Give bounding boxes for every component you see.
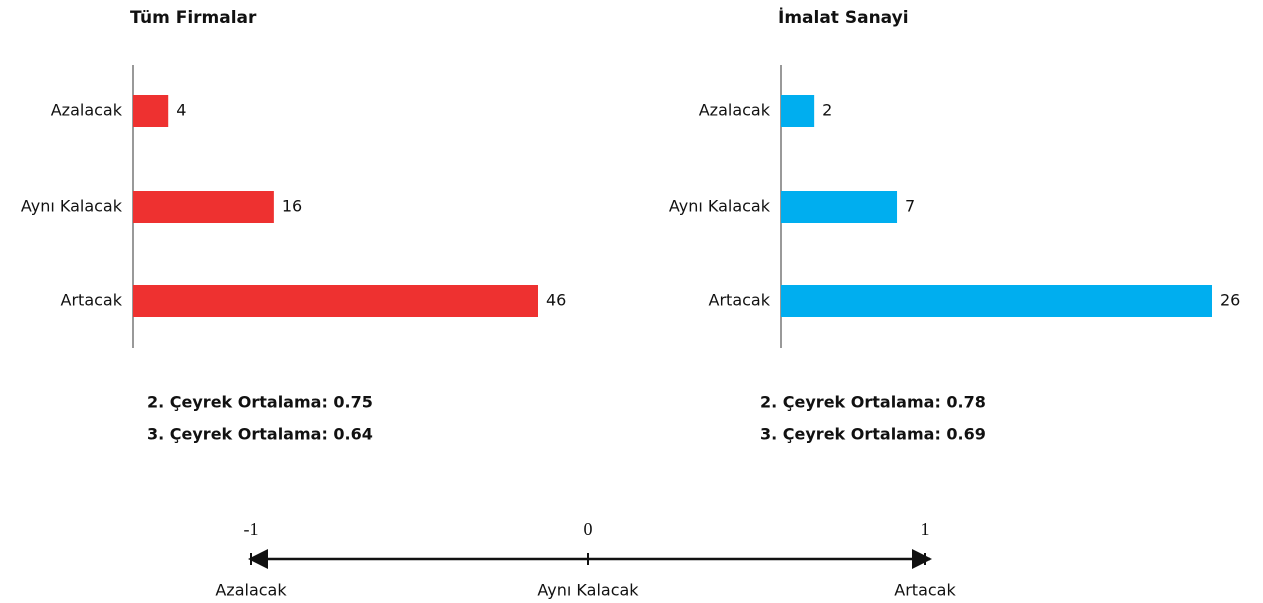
chart-title: Tüm Firmalar xyxy=(130,8,257,28)
annotation: 3. Çeyrek Ortalama: 0.69 xyxy=(760,425,986,444)
bar xyxy=(781,95,815,127)
annotation: 2. Çeyrek Ortalama: 0.75 xyxy=(147,393,373,412)
value-label: 7 xyxy=(905,197,915,216)
value-label: 4 xyxy=(176,101,186,120)
bar xyxy=(133,191,274,223)
value-label: 46 xyxy=(546,291,566,310)
scale-value: 0 xyxy=(584,519,593,539)
category-label: Aynı Kalacak xyxy=(21,197,123,216)
annotation: 3. Çeyrek Ortalama: 0.64 xyxy=(147,425,373,444)
annotation: 2. Çeyrek Ortalama: 0.78 xyxy=(760,393,986,412)
value-label: 2 xyxy=(822,101,832,120)
category-label: Artacak xyxy=(709,291,771,310)
bar xyxy=(781,285,1212,317)
chart-title: İmalat Sanayi xyxy=(778,6,909,28)
category-label: Azalacak xyxy=(699,101,771,120)
scale-label: Azalacak xyxy=(215,581,287,600)
category-label: Azalacak xyxy=(51,101,123,120)
value-label: 26 xyxy=(1220,291,1240,310)
bar xyxy=(133,285,538,317)
bar xyxy=(781,191,898,223)
scale-label: Artacak xyxy=(894,581,956,600)
scale-value: 1 xyxy=(921,519,930,539)
category-label: Aynı Kalacak xyxy=(669,197,771,216)
category-label: Artacak xyxy=(61,291,123,310)
value-label: 16 xyxy=(282,197,302,216)
scale-label: Aynı Kalacak xyxy=(537,581,639,600)
bar xyxy=(133,95,169,127)
scale-value: -1 xyxy=(244,519,259,539)
